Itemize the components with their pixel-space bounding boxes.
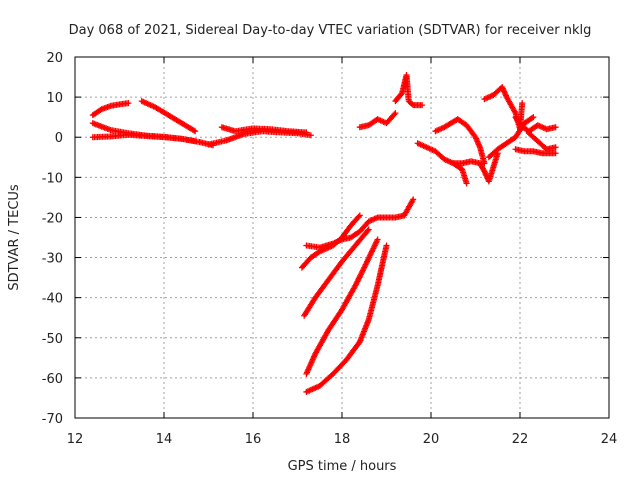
data-point (552, 144, 559, 151)
series-arc-r (485, 114, 537, 161)
y-tick-label: -50 (42, 332, 63, 347)
data-point (355, 213, 362, 220)
y-tick-label: 20 (46, 51, 63, 66)
data-point (192, 128, 199, 135)
data-point (307, 132, 314, 139)
series-arc-b (89, 131, 199, 145)
data-point (529, 115, 536, 122)
y-tick-label: -70 (42, 412, 63, 427)
series-arc-d (138, 98, 199, 135)
data-point (519, 100, 526, 107)
y-tick-label: -20 (42, 211, 63, 226)
series-arc-t (512, 114, 559, 135)
data-point (392, 110, 399, 117)
data-point (419, 102, 426, 109)
series-arc-i (301, 226, 372, 319)
x-tick-label: 18 (334, 432, 351, 447)
y-tick-label: 10 (46, 91, 63, 106)
series-arc-k (303, 242, 390, 395)
x-tick-label: 14 (156, 432, 173, 447)
x-tick-label: 24 (601, 432, 618, 447)
y-axis: 20 10 0 -10 -20 -30 -40 -50 -60 -70 (42, 51, 609, 427)
data-point (365, 226, 372, 233)
data-point (463, 180, 470, 187)
data-point (383, 242, 390, 249)
series-arc-u (525, 130, 559, 153)
data-point (410, 196, 417, 203)
data-point (530, 114, 537, 121)
data-point (192, 138, 199, 145)
data-point (552, 150, 559, 157)
grid (75, 57, 609, 418)
x-axis-label: GPS time / hours (288, 459, 397, 474)
x-axis: 12 14 16 18 20 22 24 (67, 57, 618, 447)
x-tick-label: 22 (512, 432, 529, 447)
data-point (391, 111, 398, 118)
y-tick-label: -10 (42, 171, 63, 186)
y-tick-label: 0 (55, 131, 63, 146)
x-tick-label: 16 (245, 432, 262, 447)
data-point (303, 129, 310, 136)
data-point (398, 91, 405, 98)
data-point (190, 127, 197, 134)
y-tick-label: -60 (42, 372, 63, 387)
series-arc-g (298, 212, 363, 271)
series-arc-p (450, 150, 501, 185)
data-point (356, 212, 363, 219)
data-point (125, 100, 132, 107)
series-arc-f (218, 124, 310, 136)
data-point (552, 124, 559, 131)
y-tick-label: -30 (42, 252, 63, 267)
y-tick-label: -40 (42, 292, 63, 307)
x-tick-label: 12 (67, 432, 84, 447)
y-axis-label: SDTVAR / TECUs (7, 184, 22, 291)
data-point (374, 236, 381, 243)
chart-title: Day 068 of 2021, Sidereal Day-to-day VTE… (69, 23, 592, 38)
data-point (364, 227, 371, 234)
series-arc-m (392, 72, 426, 109)
data-points (89, 72, 559, 395)
series-arc-s (512, 146, 559, 157)
series-arc-j (303, 236, 381, 377)
series-arc-c (89, 100, 132, 119)
series-arc-h (303, 196, 417, 251)
x-tick-label: 20 (423, 432, 440, 447)
series-arc-l (356, 110, 399, 131)
series-arc-o (432, 116, 488, 167)
